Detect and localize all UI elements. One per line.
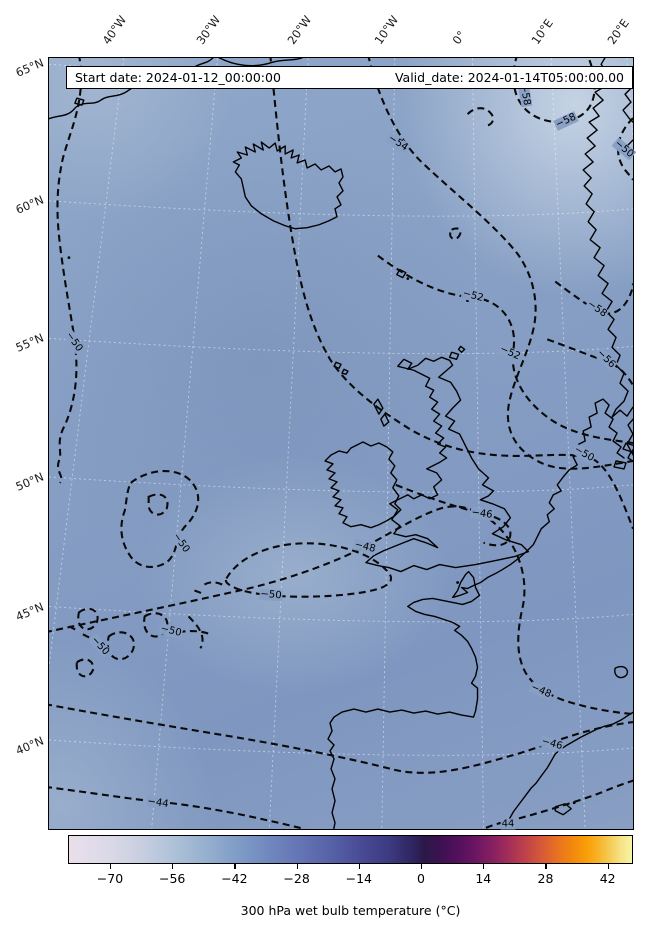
coastline-hebrides-orkney bbox=[333, 345, 466, 427]
contour-minus50-west bbox=[56, 58, 83, 484]
valid-date-text: Valid_date: 2024-01-14T05:00:00.00 bbox=[394, 70, 624, 85]
lat-tick-label: 50°N bbox=[13, 469, 46, 494]
colorbar-tick-label: 42 bbox=[599, 871, 616, 886]
coastline-faroe-islands bbox=[396, 268, 407, 279]
map-panel bbox=[48, 57, 634, 830]
colorbar-tick-label: −56 bbox=[158, 871, 186, 886]
lon-tick-label: 10°W bbox=[371, 12, 402, 48]
coastlines bbox=[49, 58, 633, 829]
contour-minus46-south bbox=[49, 703, 633, 774]
lon-tick-label: 20°E bbox=[604, 16, 632, 47]
coastline-lake-geneva bbox=[614, 665, 629, 679]
islet-dot bbox=[406, 277, 410, 280]
contour-minus54 bbox=[367, 58, 633, 470]
lon-tick-label: 30°W bbox=[193, 12, 224, 48]
coastline-continent-atlantic bbox=[327, 469, 570, 829]
colorbar-tick-label: −70 bbox=[96, 871, 124, 886]
coastline-great-britain bbox=[365, 356, 530, 573]
colorbar bbox=[68, 835, 633, 864]
contour-minus50-bean bbox=[120, 469, 200, 568]
colorbar-tick-label: 28 bbox=[537, 871, 554, 886]
islet-dot bbox=[67, 256, 71, 260]
lat-tick-label: 60°N bbox=[13, 192, 46, 217]
coastline-denmark bbox=[568, 398, 633, 471]
annotation-bar: Start date: 2024-01-12_00:00:00 Valid_da… bbox=[66, 66, 633, 89]
colorbar-tick-label: 0 bbox=[417, 871, 425, 886]
colorbar-tick-mark bbox=[545, 864, 547, 869]
colorbar-tick-mark bbox=[421, 864, 423, 869]
contour-value-label: −50 bbox=[259, 588, 283, 602]
contour-minus56-norway bbox=[546, 338, 633, 386]
colorbar-tick-mark bbox=[296, 864, 298, 869]
coastline-norway bbox=[582, 58, 633, 456]
map-drawing bbox=[49, 58, 633, 829]
lon-tick-label: 0° bbox=[449, 28, 469, 47]
lon-tick-label: 40°W bbox=[99, 12, 130, 48]
contour-minus50-cluster bbox=[68, 607, 211, 678]
colorbar-tick-label: −28 bbox=[283, 871, 310, 886]
colorbar-tick-mark bbox=[358, 864, 360, 869]
contour-minus50-topright bbox=[617, 117, 633, 181]
contour-minus50-closed-loop bbox=[194, 542, 393, 598]
islet-dot bbox=[456, 581, 459, 584]
contour-minus44-south bbox=[480, 779, 633, 829]
colorbar-tick-mark bbox=[483, 864, 485, 869]
colorbar-tick-mark bbox=[234, 864, 236, 869]
colorbar-tick-label: 14 bbox=[475, 871, 492, 886]
lat-tick-label: 55°N bbox=[13, 330, 46, 355]
lon-tick-label: 10°E bbox=[528, 16, 556, 47]
colorbar-caption: 300 hPa wet bulb temperature (°C) bbox=[240, 903, 461, 918]
start-date-text: Start date: 2024-01-12_00:00:00 bbox=[75, 70, 281, 85]
coastline-iceland bbox=[232, 141, 344, 230]
colorbar-tick-mark bbox=[607, 864, 609, 869]
contour-minus44-southwest bbox=[49, 786, 306, 829]
contour-minus58-norway bbox=[554, 280, 633, 315]
contour-value-label: 44 bbox=[500, 818, 516, 830]
lat-tick-label: 40°N bbox=[13, 733, 46, 758]
lat-tick-label: 45°N bbox=[13, 599, 46, 624]
colorbar-tick-mark bbox=[109, 864, 112, 869]
lon-tick-label: 20°W bbox=[284, 12, 315, 48]
contour-minus46-england bbox=[395, 483, 512, 547]
contour-minus48 bbox=[49, 505, 633, 716]
lat-tick-label: 65°N bbox=[13, 55, 46, 80]
colorbar-tick-mark bbox=[172, 864, 174, 869]
colorbar-tick-label: −14 bbox=[345, 871, 372, 886]
colorbar-tick-label: −42 bbox=[221, 871, 248, 886]
coastline-ireland bbox=[324, 441, 402, 529]
